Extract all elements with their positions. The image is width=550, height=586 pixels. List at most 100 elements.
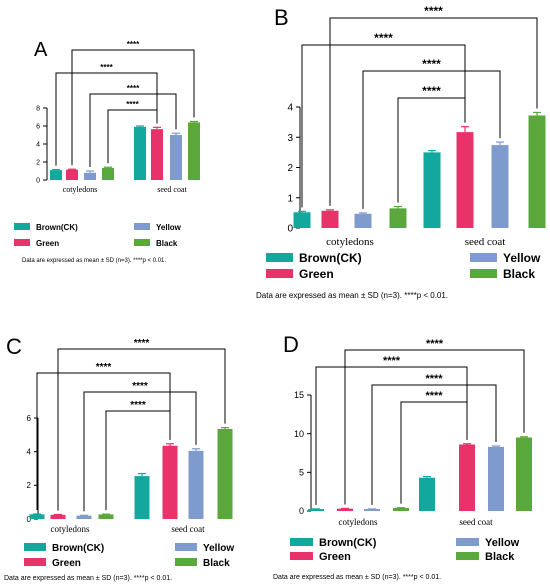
legend-label: Brown(CK) [319,537,377,549]
category-label: cotyledons [51,524,90,534]
y-tick-label: 5 [299,467,304,477]
y-tick-label: 6 [27,414,32,423]
bar-seed-coat-brownck [419,477,435,511]
significance-bracket [83,391,197,512]
footnote: Data are expressed as mean ± SD (n=3). *… [273,574,441,581]
significance-stars: **** [100,63,113,72]
legend-swatch [470,269,497,278]
bar-seed-coat-black [528,115,546,228]
significance-stars: **** [426,338,444,350]
legend-label: Green [319,551,351,563]
legend-label: Yellow [503,251,541,265]
legend-label: Green [36,239,59,248]
significance-stars: **** [132,381,148,392]
bar-seed-coat-green [162,445,178,519]
bar-seed-coat-black [188,122,200,180]
y-tick-label: 2 [27,481,32,490]
significance-stars: **** [374,31,393,45]
legend-label: Black [156,239,178,248]
bar-seed-coat-black [217,428,233,519]
bar-cotyledons-yellow [84,172,96,180]
bar-cotyledons-green [50,514,66,519]
significance-stars: **** [134,338,150,349]
bar-seed-coat-yellow [170,135,182,180]
legend-label: Green [299,267,334,281]
significance-stars: **** [425,373,443,385]
bar-cotyledons-brownck [50,170,62,180]
legend-label: Brown(CK) [299,251,362,265]
panel-C: C 0 2 4 6 cotyledons seed coat **** **** **** ****… [4,334,234,582]
legend-swatch [290,552,313,560]
category-label: cotyledons [326,236,374,248]
significance-bracket [71,49,195,166]
footnote: Data are expressed as mean ± SD (n=3). *… [256,291,448,300]
legend-swatch [175,543,197,551]
significance-bracket [57,348,226,511]
panel-label: B [274,5,289,30]
legend-swatch [134,239,150,246]
panel-label: A [34,39,48,61]
panel-label: D [283,332,299,357]
y-tick-label: 6 [36,123,40,130]
bar-seed-coat-green [459,444,475,511]
legend-label: Black [485,551,515,563]
y-tick-label: 3 [287,133,293,144]
bar-seed-coat-brownck [423,152,441,228]
category-label: seed coat [171,524,205,534]
significance-stars: **** [383,355,401,367]
bar-cotyledons-green [66,169,78,180]
significance-stars: **** [96,362,112,373]
category-label: seed coat [459,517,493,527]
significance-bracket [344,349,525,505]
legend-swatch [175,558,197,566]
footnote: Data are expressed as mean ± SD (n=3). *… [4,575,172,582]
legend-swatch [266,269,293,278]
significance-bracket [89,93,177,167]
significance-bracket [315,366,468,505]
legend-swatch [266,253,293,262]
y-tick-label: 15 [294,390,304,400]
panel-D: D 0 5 10 15 cotyledons seed coat **** **** **** **… [273,332,532,581]
y-tick-label: 4 [27,447,32,456]
bar-cotyledons-yellow [354,213,372,228]
y-tick-label: 2 [36,159,40,166]
significance-bracket [329,17,538,206]
bar-seed-coat-black [516,437,532,511]
bar-cotyledons-black [98,514,114,519]
y-tick-label: 0 [299,506,304,516]
y-tick-label: 10 [294,429,304,439]
bar-cotyledons-green [337,508,353,511]
legend-swatch [24,543,46,551]
panel-A: A 0 2 4 6 8 cotyledons seed coat **** **** **** ***… [14,39,200,264]
significance-bracket [107,109,158,164]
legend-swatch [24,558,46,566]
legend-swatch [290,538,313,546]
y-tick-label: 0 [36,177,40,184]
legend-label: Black [203,558,230,569]
significance-stars: **** [130,400,146,411]
category-label: seed coat [157,185,187,194]
bar-seed-coat-brownck [134,476,150,519]
bar-cotyledons-brownck [308,509,324,511]
significance-stars: **** [422,57,441,71]
legend-label: Brown(CK) [52,543,104,554]
significance-bracket [36,372,171,510]
bar-cotyledons-black [389,208,407,228]
legend-label: Yellow [203,543,234,554]
significance-stars: **** [424,4,443,18]
footnote: Data are expressed as mean ± SD (n=3). *… [22,258,166,264]
y-tick-label: 2 [287,163,293,174]
significance-stars: **** [422,84,441,98]
bar-cotyledons-black [393,507,409,511]
bar-seed-coat-yellow [188,450,204,519]
bar-cotyledons-yellow [364,509,380,511]
significance-bracket [397,97,466,203]
legend-swatch [456,552,479,560]
panel-B: B 0 1 2 3 4 cotyledons seed coat **** **** **** ***… [256,4,546,300]
legend-swatch [14,239,30,246]
bar-seed-coat-green [456,132,474,228]
y-tick-label: 1 [287,193,293,204]
bar-seed-coat-green [151,129,163,180]
significance-bracket [371,384,497,505]
category-label: cotyledons [339,517,378,527]
